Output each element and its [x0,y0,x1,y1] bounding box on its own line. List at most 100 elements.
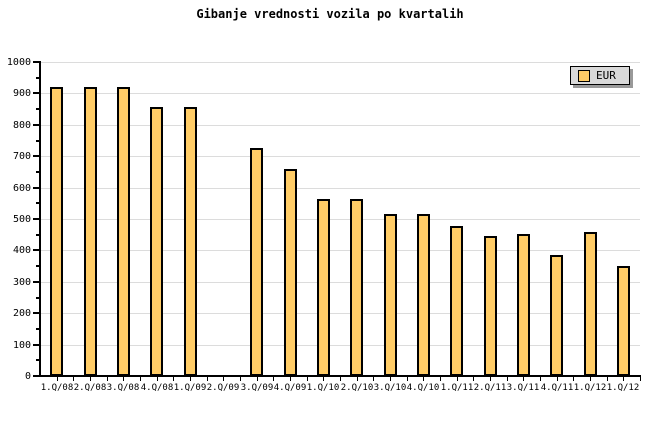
x-tick [357,377,358,381]
bar [117,87,130,376]
x-tick [607,377,608,381]
gridline [40,250,640,251]
x-tick [340,377,341,381]
x-tick [373,377,374,381]
y-minor-tick [36,140,40,142]
gridline [40,156,640,157]
y-axis-label: 200 [12,308,31,319]
x-tick [540,377,541,381]
x-tick [290,377,291,381]
legend: EUR [570,66,630,85]
x-tick [440,377,441,381]
x-tick [407,377,408,381]
x-tick [390,377,391,381]
bar [584,232,597,376]
x-tick [257,377,258,381]
bar [284,169,297,376]
bar [484,236,497,376]
y-axis [39,61,41,377]
y-minor-tick [36,328,40,330]
gridline [40,282,640,283]
x-tick [90,377,91,381]
y-major-tick [33,187,40,189]
bar [50,87,63,376]
y-axis-label: 0 [24,371,31,382]
y-axis-label: 700 [12,151,31,162]
y-major-tick [33,281,40,283]
bar [617,266,630,376]
bar [84,87,97,376]
y-minor-tick [36,359,40,361]
gridline [40,313,640,314]
bar [184,107,197,376]
x-tick [457,377,458,381]
x-axis-label: 3.Q/10 [373,383,407,393]
y-minor-tick [36,108,40,110]
bar [250,148,263,376]
bar [350,199,363,376]
y-minor-tick [36,265,40,267]
legend-label: EUR [596,68,616,82]
y-axis-label: 100 [12,340,31,351]
y-axis-label: 400 [12,245,31,256]
x-tick [557,377,558,381]
x-tick [490,377,491,381]
y-minor-tick [36,202,40,204]
x-tick [623,377,624,381]
x-tick [573,377,574,381]
bar [317,199,330,376]
x-axis-label: 1.Q/08 [40,383,74,393]
x-tick [507,377,508,381]
x-axis-label: 2.Q/11 [473,383,507,393]
x-tick [423,377,424,381]
gridline [40,93,640,94]
y-major-tick [33,155,40,157]
y-major-tick [33,249,40,251]
y-minor-tick [36,171,40,173]
y-axis-label: 500 [12,214,31,225]
y-minor-tick [36,77,40,79]
gridline [40,62,640,63]
x-axis-label: 3.Q/09 [240,383,274,393]
x-axis-label: 3.Q/11 [506,383,540,393]
y-major-tick [33,92,40,94]
x-axis-label: 4.Q/09 [273,383,307,393]
y-axis-label: 600 [12,183,31,194]
x-axis-label: 2.Q/08 [73,383,107,393]
y-major-tick [33,61,40,63]
x-axis-label: 2.Q/09 [206,383,240,393]
y-major-tick [33,375,40,377]
bar [450,226,463,376]
gridline [40,125,640,126]
bar [550,255,563,376]
y-axis-label: 1000 [6,57,31,68]
y-major-tick [33,124,40,126]
chart-title: Gibanje vrednosti vozila po kvartalih [196,7,464,21]
x-axis-label: 1.Q/09 [173,383,207,393]
y-major-tick [33,344,40,346]
y-minor-tick [36,297,40,299]
x-axis-label: 4.Q/08 [140,383,174,393]
legend-swatch-eur [578,69,590,82]
x-tick [207,377,208,381]
x-tick [323,377,324,381]
x-tick [307,377,308,381]
x-tick [223,377,224,381]
x-axis-label: 3.Q/08 [106,383,140,393]
x-axis-label: 1.Q/12 [606,383,640,393]
x-tick [590,377,591,381]
y-axis-label: 900 [12,88,31,99]
x-tick [73,377,74,381]
x-axis-label: 1.Q/12 [573,383,607,393]
x-tick [473,377,474,381]
y-major-tick [33,312,40,314]
bar [417,214,430,376]
x-axis-label: 2.Q/10 [340,383,374,393]
x-tick [173,377,174,381]
bar [517,234,530,376]
x-axis-label: 1.Q/11 [440,383,474,393]
gridline [40,345,640,346]
x-tick [523,377,524,381]
x-tick [273,377,274,381]
